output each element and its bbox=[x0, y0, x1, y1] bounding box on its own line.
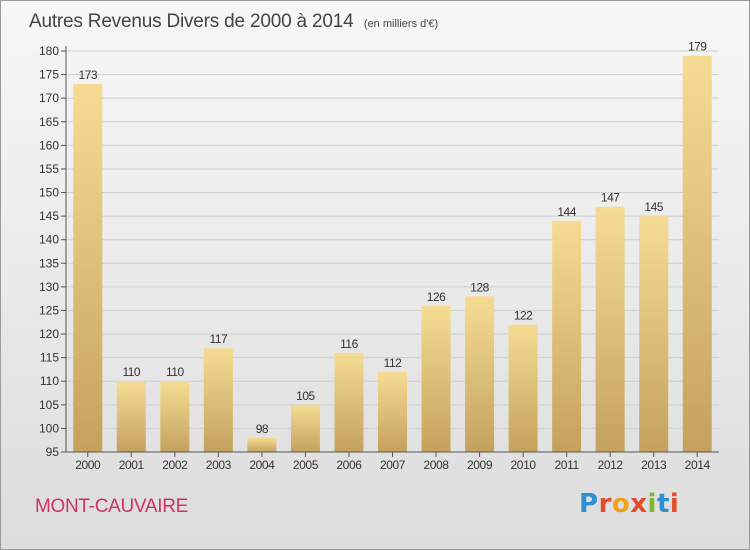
x-tick-label: 2014 bbox=[685, 458, 711, 472]
bar bbox=[334, 352, 364, 452]
bar bbox=[290, 404, 320, 452]
bar bbox=[465, 296, 495, 452]
chart-header: Autres Revenus Divers de 2000 à 2014 (en… bbox=[29, 11, 438, 33]
y-tick-label: 165 bbox=[39, 115, 59, 129]
bar bbox=[73, 84, 103, 452]
bar bbox=[160, 381, 190, 452]
data-label: 173 bbox=[79, 68, 98, 82]
y-tick-label: 130 bbox=[39, 280, 59, 294]
x-tick-label: 2011 bbox=[555, 458, 580, 472]
bar bbox=[116, 381, 146, 452]
data-label: 116 bbox=[340, 337, 358, 351]
bar bbox=[203, 348, 233, 452]
x-tick-label: 2003 bbox=[206, 458, 232, 472]
data-label: 126 bbox=[427, 290, 446, 304]
bar bbox=[508, 324, 538, 452]
logo-letter: r bbox=[598, 489, 612, 519]
x-tick-label: 2009 bbox=[467, 458, 493, 472]
y-tick-label: 160 bbox=[39, 138, 59, 152]
y-tick-label: 120 bbox=[39, 327, 59, 341]
x-tick-label: 2012 bbox=[598, 458, 624, 472]
bar bbox=[378, 371, 407, 452]
data-label: 98 bbox=[256, 422, 269, 436]
x-tick-label: 2008 bbox=[423, 458, 449, 472]
data-label: 117 bbox=[210, 332, 228, 346]
data-label: 145 bbox=[644, 200, 663, 214]
proxiti-logo: Proxiti bbox=[579, 489, 679, 519]
data-label: 128 bbox=[470, 280, 489, 294]
logo-letter: P bbox=[579, 489, 599, 519]
x-tick-label: 2002 bbox=[162, 458, 188, 472]
y-tick-label: 180 bbox=[39, 44, 59, 58]
bar bbox=[639, 216, 669, 452]
y-tick-label: 125 bbox=[39, 303, 59, 317]
x-tick-label: 2010 bbox=[511, 458, 537, 472]
logo-letter: i bbox=[647, 489, 657, 519]
y-tick-label: 170 bbox=[39, 91, 59, 105]
y-tick-label: 155 bbox=[39, 162, 59, 176]
logo-letter: o bbox=[611, 489, 631, 519]
y-tick-label: 140 bbox=[39, 233, 59, 247]
data-label: 122 bbox=[514, 309, 533, 323]
y-tick-label: 110 bbox=[40, 374, 59, 388]
x-tick-label: 2013 bbox=[641, 458, 667, 472]
chart-subtitle: (en milliers d'€) bbox=[363, 18, 439, 30]
data-label: 110 bbox=[122, 365, 140, 379]
y-tick-label: 100 bbox=[39, 421, 59, 435]
y-tick-label: 145 bbox=[39, 209, 59, 223]
bar bbox=[247, 437, 277, 452]
data-label: 179 bbox=[688, 40, 707, 54]
y-tick-label: 95 bbox=[46, 445, 60, 459]
data-label: 144 bbox=[557, 205, 576, 219]
bar bbox=[552, 220, 582, 452]
x-tick-label: 2004 bbox=[249, 458, 275, 472]
x-tick-label: 2005 bbox=[293, 458, 319, 472]
data-label: 110 bbox=[166, 365, 184, 379]
logo-letter: x bbox=[630, 489, 648, 519]
chart-title: Autres Revenus Divers de 2000 à 2014 bbox=[29, 11, 354, 32]
x-tick-label: 2000 bbox=[75, 458, 101, 472]
logo-letter: t bbox=[656, 489, 670, 519]
y-tick-label: 175 bbox=[39, 68, 59, 82]
y-tick-label: 115 bbox=[40, 351, 59, 365]
x-tick-label: 2007 bbox=[380, 458, 406, 472]
data-label: 105 bbox=[296, 389, 315, 403]
x-tick-label: 2001 bbox=[119, 458, 145, 472]
y-tick-label: 105 bbox=[39, 398, 59, 412]
data-label: 147 bbox=[601, 191, 620, 205]
bar bbox=[682, 55, 712, 452]
place-name: MONT-CAUVAIRE bbox=[35, 496, 189, 517]
bar bbox=[421, 305, 451, 452]
y-tick-label: 150 bbox=[39, 186, 59, 200]
x-tick-label: 2006 bbox=[336, 458, 362, 472]
data-label: 112 bbox=[384, 356, 402, 370]
y-tick-label: 135 bbox=[39, 256, 59, 270]
bar bbox=[595, 206, 625, 452]
logo-letter: i bbox=[669, 489, 680, 519]
